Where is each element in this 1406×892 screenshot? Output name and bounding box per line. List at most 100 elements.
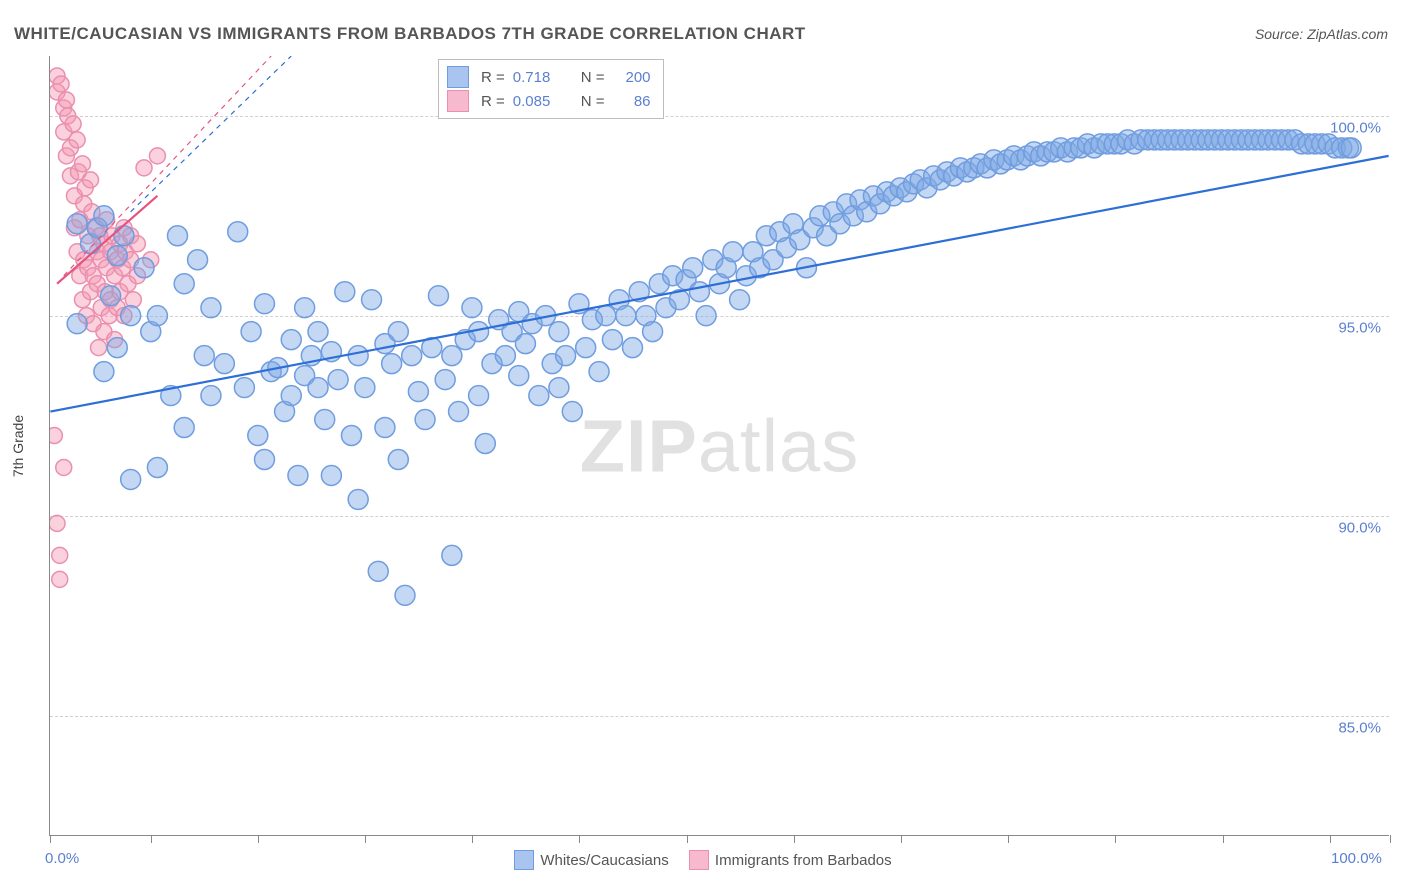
point-blue: [248, 426, 268, 446]
point-pink: [69, 132, 85, 148]
point-blue: [107, 246, 127, 266]
point-blue: [368, 561, 388, 581]
point-blue: [683, 258, 703, 278]
point-blue: [596, 306, 616, 326]
y-axis-title: 7th Grade: [10, 415, 26, 477]
point-pink: [56, 459, 72, 475]
point-pink: [58, 92, 74, 108]
x-tick: [50, 835, 51, 843]
legend-label-blue: Whites/Caucasians: [540, 852, 668, 869]
legend-row-pink: R = 0.085 N = 86: [447, 89, 651, 113]
point-blue: [1341, 138, 1361, 158]
point-blue: [174, 274, 194, 294]
x-tick: [472, 835, 473, 843]
point-pink: [53, 76, 69, 92]
point-blue: [228, 222, 248, 242]
point-blue: [415, 410, 435, 430]
point-blue: [67, 214, 87, 234]
x-tick: [901, 835, 902, 843]
legend-item-pink: Immigrants from Barbados: [689, 850, 892, 870]
point-blue: [254, 449, 274, 469]
point-pink: [50, 515, 65, 531]
point-pink: [149, 148, 165, 164]
point-blue: [348, 489, 368, 509]
point-blue: [462, 298, 482, 318]
point-blue: [201, 298, 221, 318]
x-tick: [1115, 835, 1116, 843]
point-blue: [67, 314, 87, 334]
x-tick: [794, 835, 795, 843]
point-blue: [623, 338, 643, 358]
point-blue: [254, 294, 274, 314]
label-r: R =: [481, 69, 505, 86]
x-tick-label: 100.0%: [1331, 850, 1382, 867]
x-tick-label: 0.0%: [45, 850, 79, 867]
value-r-blue: 0.718: [513, 69, 567, 86]
label-r: R =: [481, 93, 505, 110]
point-blue: [388, 449, 408, 469]
x-tick: [365, 835, 366, 843]
point-blue: [308, 322, 328, 342]
label-n: N =: [581, 69, 605, 86]
point-blue: [495, 346, 515, 366]
point-blue: [94, 362, 114, 382]
point-blue: [121, 306, 141, 326]
point-blue: [730, 290, 750, 310]
point-blue: [556, 346, 576, 366]
point-blue: [602, 330, 622, 350]
point-blue: [395, 585, 415, 605]
point-blue: [188, 250, 208, 270]
point-blue: [562, 402, 582, 422]
value-r-pink: 0.085: [513, 93, 567, 110]
point-blue: [321, 465, 341, 485]
point-blue: [341, 426, 361, 446]
point-blue: [509, 366, 529, 386]
point-blue: [308, 378, 328, 398]
trend-dash: [131, 56, 292, 212]
point-blue: [147, 457, 167, 477]
point-blue: [348, 346, 368, 366]
point-blue: [529, 386, 549, 406]
point-blue: [281, 330, 301, 350]
point-blue: [114, 226, 134, 246]
point-pink: [52, 547, 68, 563]
point-blue: [214, 354, 234, 374]
swatch-blue: [514, 850, 534, 870]
point-blue: [147, 306, 167, 326]
point-blue: [442, 346, 462, 366]
point-blue: [435, 370, 455, 390]
point-blue: [288, 465, 308, 485]
point-blue: [402, 346, 422, 366]
x-tick: [1008, 835, 1009, 843]
point-blue: [549, 322, 569, 342]
point-blue: [549, 378, 569, 398]
point-blue: [101, 286, 121, 306]
point-blue: [388, 322, 408, 342]
point-pink: [136, 160, 152, 176]
point-blue: [281, 386, 301, 406]
point-blue: [134, 258, 154, 278]
point-blue: [616, 306, 636, 326]
legend-item-blue: Whites/Caucasians: [514, 850, 668, 870]
point-blue: [241, 322, 261, 342]
legend-label-pink: Immigrants from Barbados: [715, 852, 892, 869]
point-blue: [643, 322, 663, 342]
point-pink: [83, 172, 99, 188]
point-pink: [52, 571, 68, 587]
x-tick: [579, 835, 580, 843]
trend-line: [50, 156, 1388, 412]
x-tick: [687, 835, 688, 843]
point-blue: [589, 362, 609, 382]
x-tick: [1223, 835, 1224, 843]
point-pink: [65, 116, 81, 132]
legend-row-blue: R = 0.718 N = 200: [447, 65, 651, 89]
value-n-blue: 200: [613, 69, 651, 86]
point-blue: [428, 286, 448, 306]
point-blue: [576, 338, 596, 358]
x-tick: [1390, 835, 1391, 843]
point-blue: [408, 382, 428, 402]
point-blue: [201, 386, 221, 406]
point-pink: [91, 340, 107, 356]
point-blue: [94, 206, 114, 226]
point-blue: [475, 434, 495, 454]
